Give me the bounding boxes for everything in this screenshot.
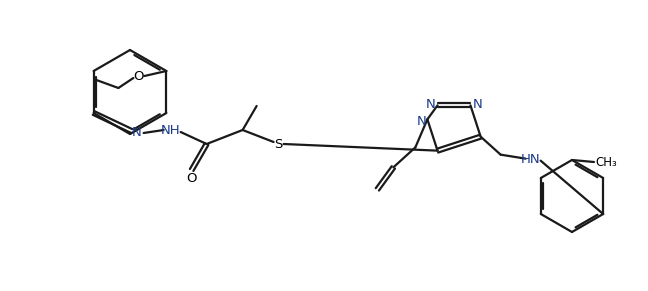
Text: S: S [275, 138, 283, 150]
Text: N: N [132, 127, 141, 139]
Text: NH: NH [161, 123, 180, 136]
Text: N: N [417, 115, 426, 128]
Text: N: N [426, 98, 435, 111]
Text: CH₃: CH₃ [595, 155, 617, 168]
Text: O: O [133, 70, 144, 83]
Text: O: O [187, 171, 197, 184]
Text: HN: HN [521, 153, 540, 166]
Text: N: N [472, 98, 482, 111]
